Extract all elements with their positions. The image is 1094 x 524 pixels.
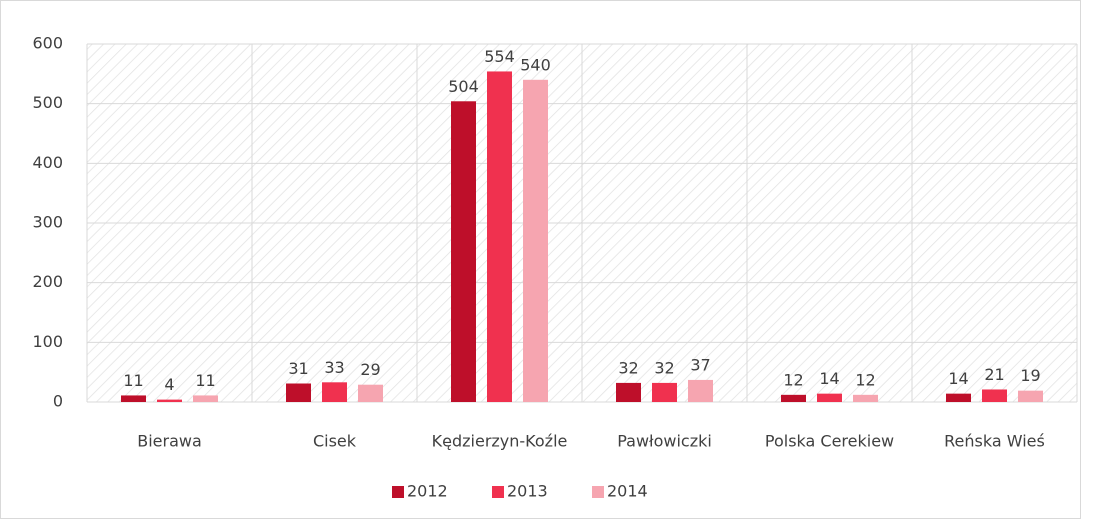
data-label: 19 <box>1020 366 1040 385</box>
data-label: 12 <box>783 370 803 389</box>
data-label: 37 <box>690 355 710 374</box>
data-label: 31 <box>288 359 308 378</box>
legend-label: 2012 <box>407 482 448 501</box>
y-tick-label: 400 <box>32 153 63 172</box>
bar <box>322 382 347 402</box>
legend-label: 2014 <box>607 482 648 501</box>
data-label: 4 <box>164 375 174 394</box>
bar <box>781 394 806 402</box>
data-label: 504 <box>448 77 479 96</box>
legend-swatch <box>392 486 404 498</box>
data-label: 540 <box>520 55 551 74</box>
bar <box>121 395 146 402</box>
bar <box>157 399 182 402</box>
y-tick-label: 600 <box>32 34 63 53</box>
data-label: 12 <box>855 370 875 389</box>
x-tick-label: Kędzierzyn-Koźle <box>432 432 568 451</box>
legend-label: 2013 <box>507 482 548 501</box>
x-tick-label: Cisek <box>313 432 357 451</box>
bar <box>853 394 878 402</box>
bar <box>946 393 971 402</box>
data-label: 11 <box>195 371 215 390</box>
data-label: 21 <box>984 365 1004 384</box>
data-label: 29 <box>360 360 380 379</box>
x-tick-label: Pawłowiczki <box>617 432 712 451</box>
bar <box>652 382 677 402</box>
data-label: 14 <box>948 369 968 388</box>
x-tick-label: Bierawa <box>137 432 202 451</box>
bar <box>688 379 713 402</box>
data-label: 14 <box>819 369 839 388</box>
y-tick-label: 200 <box>32 272 63 291</box>
data-label: 554 <box>484 47 515 66</box>
y-tick-label: 300 <box>32 213 63 232</box>
y-tick-label: 100 <box>32 332 63 351</box>
bar <box>1018 390 1043 402</box>
data-label: 33 <box>324 358 344 377</box>
bar <box>817 393 842 402</box>
bar <box>286 383 311 402</box>
data-label: 11 <box>123 371 143 390</box>
x-tick-label: Reńska Wieś <box>944 432 1045 451</box>
bar <box>616 382 641 402</box>
y-tick-label: 500 <box>32 93 63 112</box>
bar <box>982 389 1007 402</box>
bar <box>451 101 476 402</box>
bar <box>523 79 548 403</box>
bar <box>193 395 218 402</box>
y-tick-label: 0 <box>53 392 63 411</box>
x-tick-label: Polska Cerekiew <box>765 432 894 451</box>
data-label: 32 <box>654 358 674 377</box>
legend-swatch <box>492 486 504 498</box>
legend-swatch <box>592 486 604 498</box>
bar <box>487 71 512 403</box>
bar <box>358 384 383 402</box>
data-label: 32 <box>618 358 638 377</box>
